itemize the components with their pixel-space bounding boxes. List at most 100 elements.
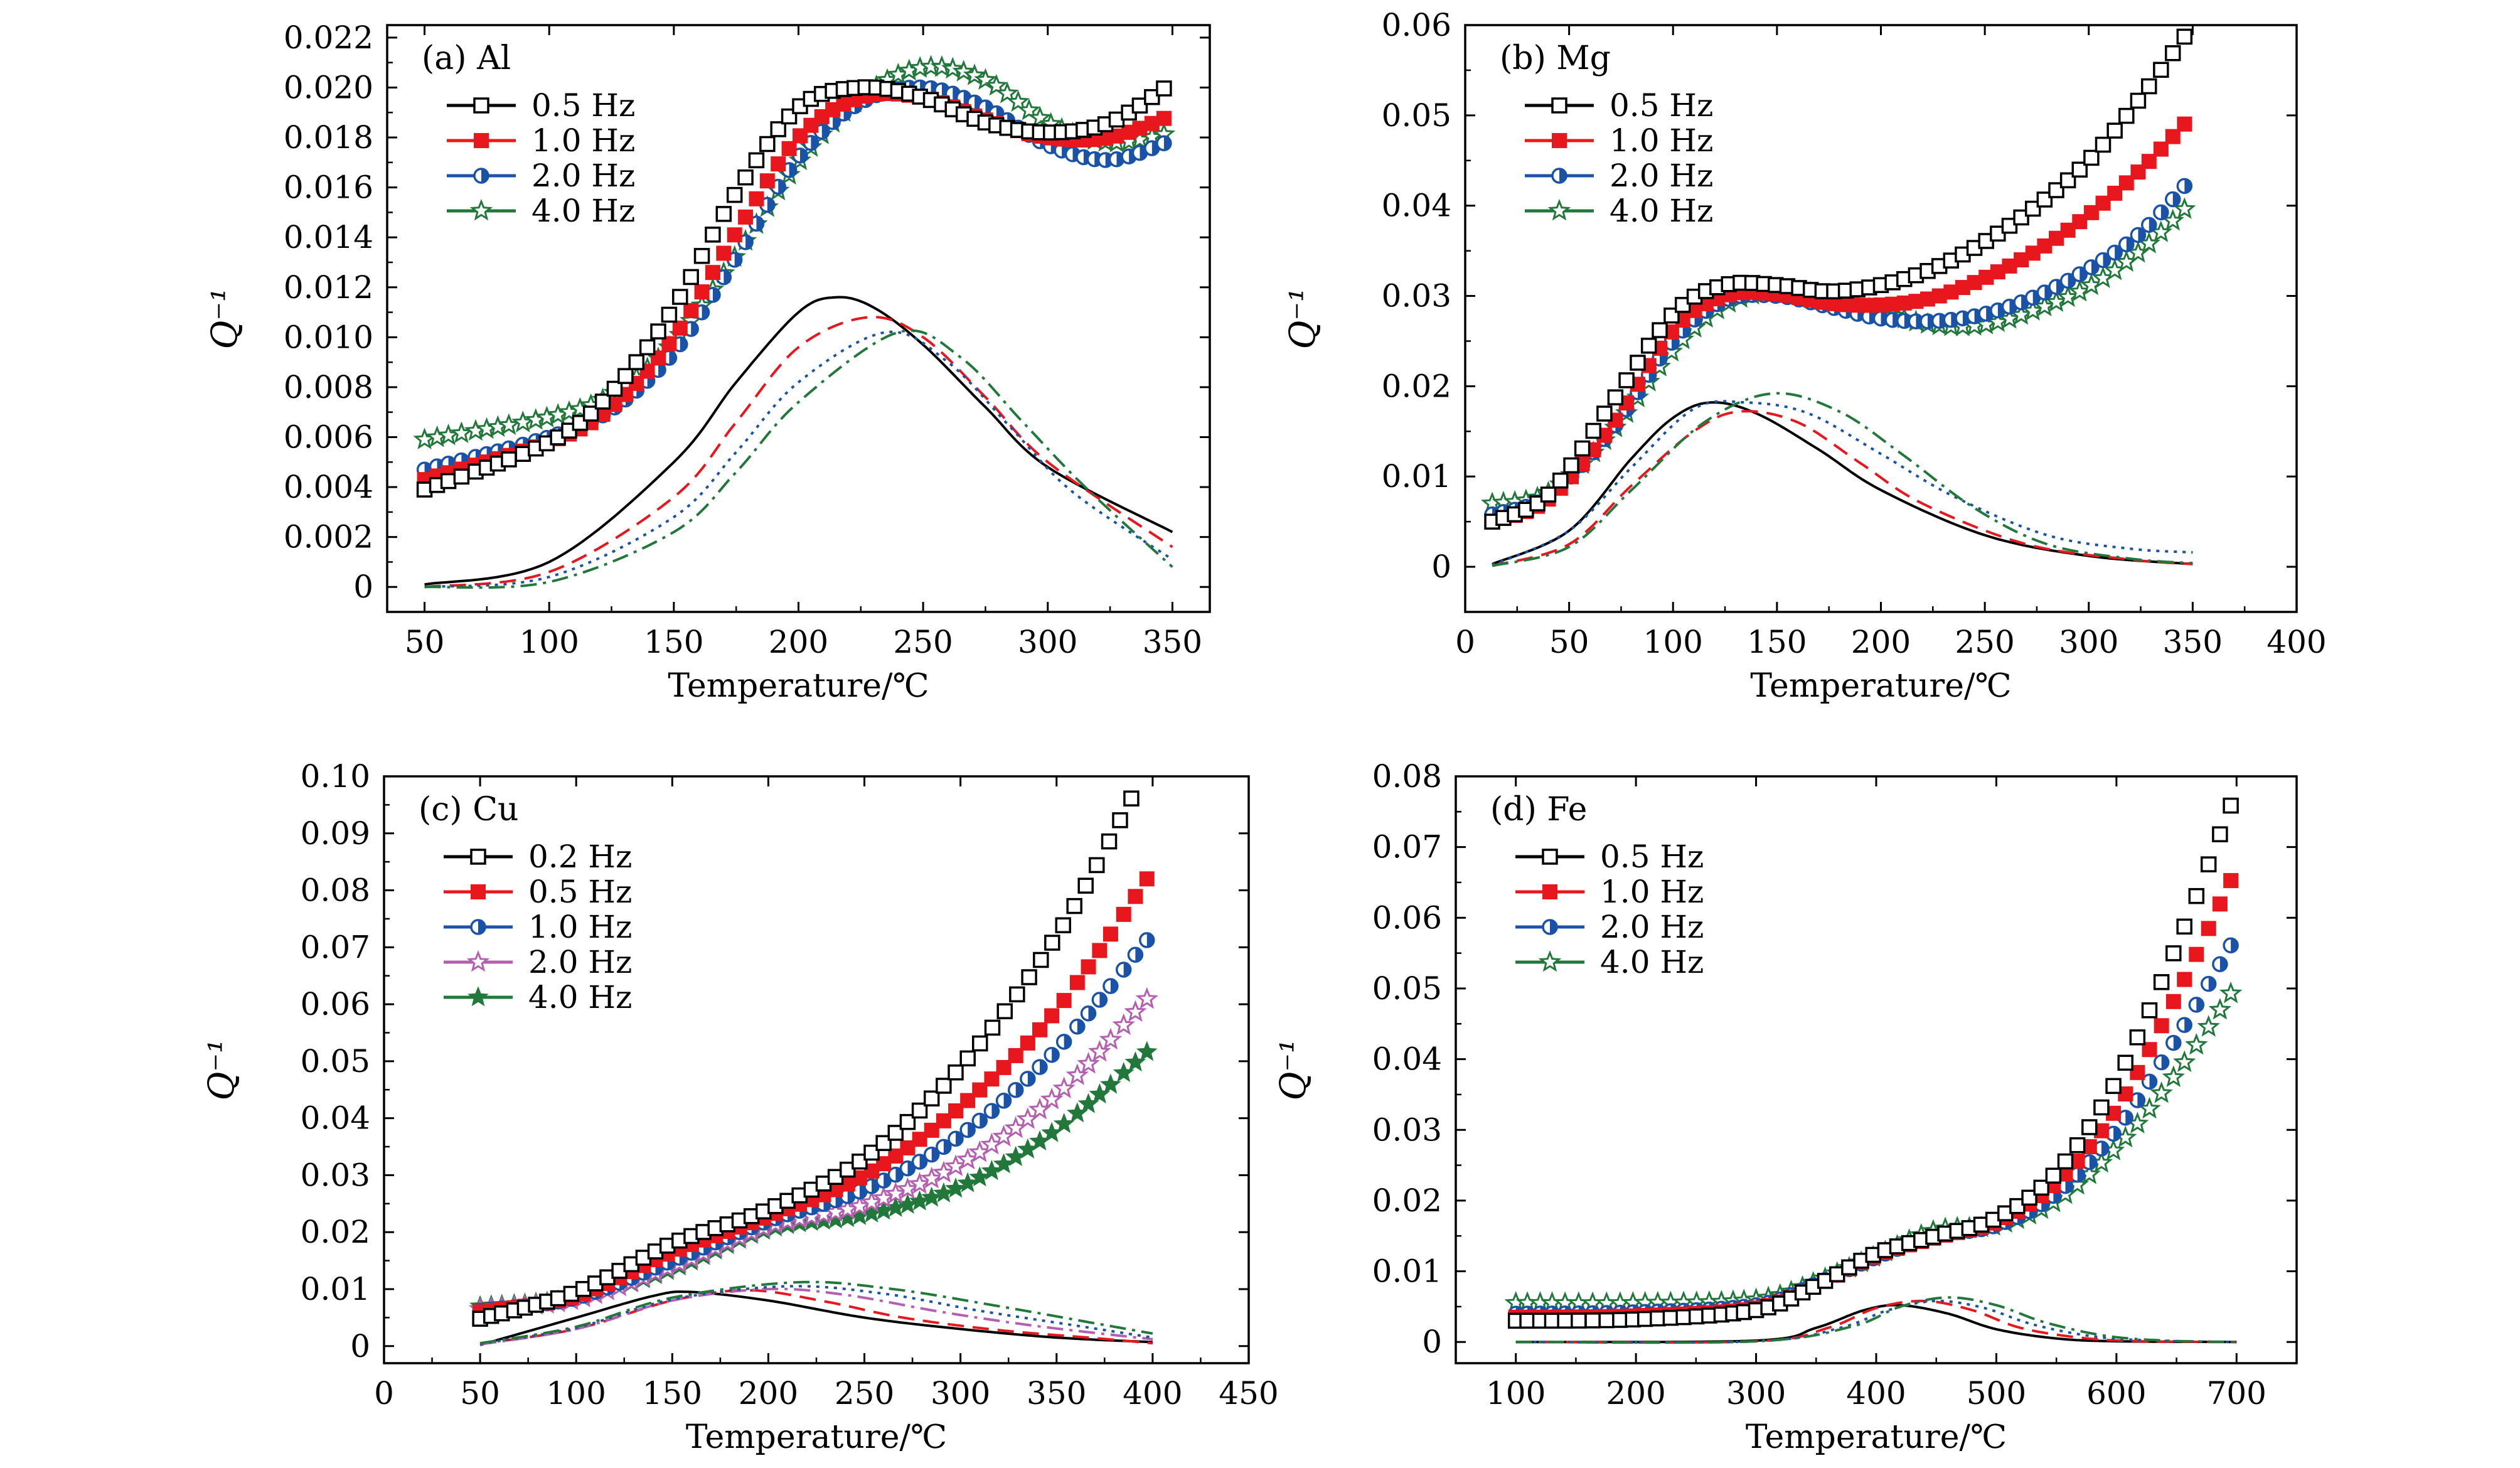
fit-curve-dashdot	[1492, 392, 2193, 567]
data-point	[1584, 1312, 1601, 1329]
data-point	[983, 1103, 1000, 1119]
data-point	[2009, 1197, 2026, 1214]
legend: 0.5 Hz1.0 Hz2.0 Hz4.0 Hz	[447, 87, 635, 229]
legend-label: 2.0 Hz	[531, 158, 635, 194]
data-point	[672, 289, 688, 305]
legend-label: 0.5 Hz	[531, 87, 635, 124]
data-point	[948, 1064, 964, 1081]
legend-label: 0.5 Hz	[1610, 87, 1713, 124]
data-point	[1032, 1059, 1048, 1075]
data-point	[1092, 943, 1108, 958]
y-tick-label: 0.022	[284, 19, 373, 56]
data-point	[996, 81, 1019, 104]
y-tick-label: 0.05	[1382, 97, 1451, 134]
data-point	[2188, 887, 2205, 904]
data-point	[1156, 110, 1172, 126]
data-point	[2177, 972, 2192, 987]
x-tick-label: 700	[2207, 1375, 2266, 1412]
data-point	[900, 1140, 916, 1155]
y-tick-label: 0.07	[1372, 829, 1442, 865]
y-tick-label: 0.04	[1382, 188, 1451, 224]
y-tick-label: 0.01	[1382, 458, 1451, 495]
fit-curve-dashdot	[479, 1287, 1153, 1346]
data-point	[770, 121, 786, 137]
data-point	[984, 1071, 1000, 1087]
legend-marker	[466, 950, 490, 972]
data-point	[2141, 1073, 2158, 1090]
data-point	[2021, 1189, 2037, 1206]
data-point	[705, 227, 721, 243]
data-point	[932, 1182, 954, 1203]
data-point	[2153, 141, 2169, 157]
x-tick-label: 200	[1606, 1375, 1665, 1412]
data-point	[2219, 981, 2243, 1004]
data-point	[1557, 1312, 1573, 1329]
legend-label: 4.0 Hz	[531, 193, 635, 229]
data-point	[705, 265, 720, 281]
data-point	[2129, 1029, 2146, 1046]
data-point	[1053, 1113, 1075, 1133]
data-point	[1077, 1052, 1100, 1074]
data-point	[2107, 185, 2123, 201]
data-point	[912, 1132, 927, 1147]
fit-curve-solid	[424, 296, 1173, 586]
legend-label: 1.0 Hz	[528, 909, 632, 945]
legend-label: 0.5 Hz	[528, 874, 632, 910]
data-point	[2150, 1081, 2173, 1103]
x-tick-label: 0	[374, 1375, 394, 1412]
series-0_5-Hz	[1507, 797, 2239, 1329]
data-point	[2164, 191, 2181, 208]
data-point	[1032, 1022, 1047, 1037]
data-point	[1156, 135, 1172, 151]
data-point	[2154, 1018, 2169, 1034]
data-point	[2165, 1034, 2182, 1051]
data-point	[2185, 1032, 2208, 1055]
legend-marker	[1551, 168, 1567, 184]
y-tick-label: 0.02	[1372, 1182, 1442, 1219]
data-point	[959, 1050, 976, 1067]
y-tick-label: 0.008	[284, 369, 373, 405]
data-point	[960, 1093, 976, 1108]
y-tick-label: 0.05	[1372, 970, 1442, 1007]
legend-marker	[467, 986, 489, 1007]
data-point	[2142, 1042, 2157, 1058]
data-point	[2071, 161, 2088, 178]
y-tick-label: 0.018	[284, 119, 373, 156]
data-point	[2106, 122, 2123, 139]
y-axis-label: Q⁻¹	[201, 1039, 242, 1101]
data-point	[1044, 935, 1060, 951]
data-point	[617, 368, 634, 384]
data-point	[1020, 1035, 1035, 1051]
legend-marker	[473, 168, 489, 184]
data-point	[948, 1130, 964, 1147]
y-tick-label: 0.012	[284, 269, 373, 306]
data-point	[661, 306, 678, 323]
data-point	[1128, 889, 1143, 904]
data-point	[1021, 969, 1037, 985]
data-point	[1089, 857, 1105, 874]
data-point	[2024, 289, 2041, 306]
data-point	[1574, 440, 1591, 457]
data-point	[2069, 1137, 2086, 1154]
data-point	[963, 63, 986, 85]
data-point	[1618, 372, 1635, 388]
data-point	[594, 394, 611, 410]
y-tick-label: 0.020	[284, 69, 373, 105]
data-point	[2001, 298, 2018, 315]
fit-curve-dashed	[1492, 410, 2193, 567]
data-point	[852, 1154, 868, 1170]
data-point	[1144, 88, 1160, 105]
data-point	[875, 1172, 892, 1189]
x-tick-label: 400	[1123, 1375, 1182, 1412]
data-point	[2072, 214, 2088, 230]
data-point	[2095, 252, 2112, 269]
x-tick-label: 200	[769, 624, 828, 660]
x-tick-label: 350	[2163, 624, 2223, 660]
x-tick-label: 300	[1018, 624, 1077, 660]
data-point	[639, 339, 656, 356]
x-tick-label: 100	[1643, 624, 1703, 660]
data-point	[693, 248, 710, 264]
fit-curve-dashdot	[479, 1280, 1153, 1345]
data-point	[694, 284, 710, 300]
data-point	[957, 1172, 978, 1192]
